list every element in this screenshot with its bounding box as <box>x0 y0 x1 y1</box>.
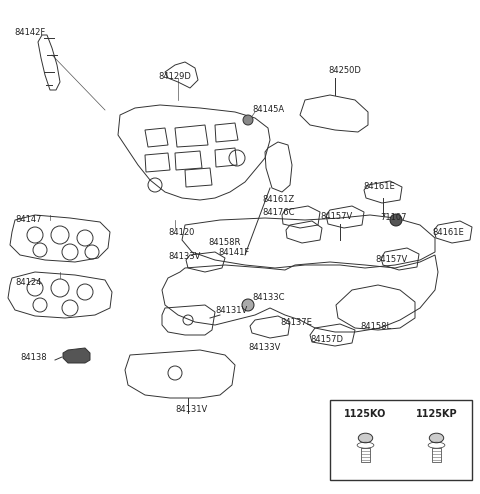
Text: 1125KO: 1125KO <box>344 409 387 418</box>
Text: 84131V: 84131V <box>175 405 207 414</box>
Circle shape <box>243 115 253 125</box>
Polygon shape <box>63 348 90 363</box>
Bar <box>361 448 370 462</box>
Text: 84176C: 84176C <box>262 208 295 217</box>
Ellipse shape <box>358 433 372 443</box>
Text: 84133V: 84133V <box>168 252 200 261</box>
Text: 84141F: 84141F <box>218 248 249 257</box>
Text: 84250D: 84250D <box>328 66 361 75</box>
Circle shape <box>242 299 254 311</box>
Text: 84133V: 84133V <box>248 343 280 352</box>
Bar <box>432 448 441 462</box>
Text: 84157V: 84157V <box>375 255 407 264</box>
Text: 84133C: 84133C <box>252 293 285 302</box>
Text: 84124: 84124 <box>15 278 41 287</box>
Text: 84157D: 84157D <box>310 335 343 344</box>
Text: 71107: 71107 <box>380 213 407 222</box>
Text: 84161E: 84161E <box>432 228 464 237</box>
Text: 1125KP: 1125KP <box>416 409 457 418</box>
Text: 84131V: 84131V <box>215 306 247 315</box>
Text: 84145A: 84145A <box>252 105 284 114</box>
Text: 84157V: 84157V <box>320 212 352 221</box>
Text: 84142F: 84142F <box>14 28 45 37</box>
Text: 84161E: 84161E <box>363 182 395 191</box>
Text: 84161Z: 84161Z <box>262 195 294 204</box>
Bar <box>330 400 472 480</box>
Text: 84138: 84138 <box>20 353 47 362</box>
Text: 84158L: 84158L <box>360 322 391 331</box>
Text: 84158R: 84158R <box>208 238 240 247</box>
Text: 84120: 84120 <box>168 228 194 237</box>
Text: 84137E: 84137E <box>280 318 312 327</box>
Text: 84129D: 84129D <box>158 72 191 81</box>
Circle shape <box>390 214 402 226</box>
Text: 84147: 84147 <box>15 215 41 224</box>
Ellipse shape <box>429 433 444 443</box>
